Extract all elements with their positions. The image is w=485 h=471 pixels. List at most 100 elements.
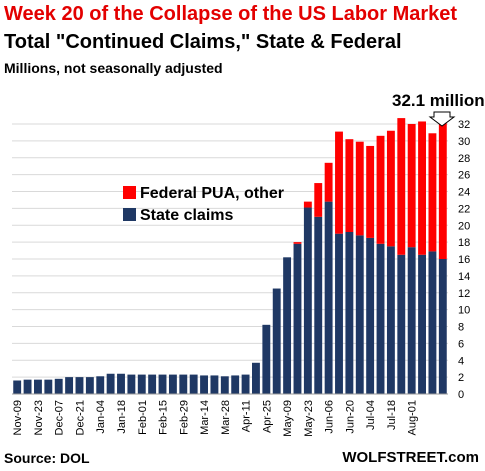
y-tick-label: 16 — [458, 254, 470, 266]
callout-label: 32.1 million — [392, 91, 485, 110]
bar-state — [148, 374, 157, 394]
source-note: Source: DOL — [4, 450, 90, 466]
x-tick-label: Feb-29 — [178, 400, 190, 435]
bar-state — [324, 201, 333, 394]
x-tick-label: Mar-28 — [220, 400, 232, 435]
y-tick-label: 22 — [458, 203, 470, 215]
bar-state — [158, 374, 167, 394]
y-tick-label: 8 — [458, 322, 464, 334]
chart-subtitle: Total "Continued Claims," State & Federa… — [4, 31, 402, 53]
bar-state — [397, 254, 406, 394]
x-tick-label: May-09 — [282, 400, 294, 437]
bar-state — [106, 373, 115, 394]
y-tick-label: 18 — [458, 237, 470, 249]
x-tick-label: May-23 — [303, 400, 315, 437]
y-tick-label: 10 — [458, 305, 470, 317]
bar-state — [355, 235, 364, 394]
bar-state — [283, 257, 292, 394]
x-tick-label: Mar-14 — [199, 400, 211, 435]
bar-state — [428, 251, 437, 394]
bar-federal — [438, 123, 447, 259]
y-tick-label: 28 — [458, 153, 470, 165]
legend-swatch-state — [123, 208, 136, 221]
x-tick-label: Jul-18 — [386, 400, 398, 430]
bars — [13, 118, 447, 394]
bar-state — [386, 246, 395, 394]
bar-federal — [376, 135, 385, 244]
bar-state — [252, 362, 260, 394]
bar-federal — [345, 139, 354, 232]
x-tick-label: Jun-20 — [344, 400, 356, 434]
bar-federal — [314, 183, 323, 217]
legend-swatch-federal — [123, 186, 136, 199]
x-tick-label: Dec-21 — [74, 400, 86, 435]
x-tick-label: Apr-11 — [241, 400, 253, 432]
bar-state — [272, 288, 281, 394]
chart-title: Week 20 of the Collapse of the US Labor … — [4, 3, 458, 25]
y-tick-label: 30 — [458, 136, 470, 148]
bar-state — [345, 232, 354, 394]
callout: 32.1 million — [392, 91, 485, 127]
bar-state — [75, 377, 84, 394]
brand-logo-text: WOLFSTREET.com — [342, 449, 479, 466]
x-tick-label: Jan-04 — [95, 400, 107, 434]
x-tick-label: Jul-04 — [365, 400, 377, 430]
bar-state — [189, 374, 198, 394]
y-tick-label: 14 — [458, 271, 470, 283]
x-tick-label: Feb-15 — [158, 400, 170, 435]
down-arrow-icon — [428, 111, 456, 127]
bar-federal — [335, 131, 343, 234]
units-note: Millions, not seasonally adjusted — [4, 60, 223, 76]
x-axis: Nov-09 Nov-23 Dec-07 Dec-21 Jan-04 Jan-18 Feb-… — [12, 393, 448, 437]
bar-state — [23, 379, 32, 394]
y-tick-label: 20 — [458, 220, 470, 232]
bar-state — [54, 378, 63, 394]
bar-state — [137, 374, 146, 394]
x-tick-label: Dec-07 — [54, 400, 66, 435]
y-tick-label: 26 — [458, 170, 470, 182]
bar-state — [314, 216, 323, 394]
bar-state — [44, 379, 53, 394]
bar-state — [65, 377, 74, 394]
bar-state — [335, 233, 343, 394]
legend: Federal PUA, other State claims — [123, 185, 284, 224]
bar-state — [407, 247, 416, 394]
y-tick-label: 6 — [458, 338, 464, 350]
bar-federal — [407, 124, 416, 248]
bar-state — [241, 374, 250, 394]
bar-state — [438, 259, 447, 394]
bar-federal — [366, 145, 375, 238]
y-tick-label: 4 — [458, 355, 464, 367]
legend-label-federal: Federal PUA, other — [140, 185, 284, 202]
y-tick-label: 12 — [458, 288, 470, 300]
bar-state — [210, 375, 219, 394]
bar-state — [220, 376, 229, 394]
bar-federal — [418, 121, 426, 255]
x-tick-label: Jan-18 — [116, 400, 128, 434]
x-tick-label: Aug-01 — [407, 400, 419, 435]
x-tick-label: Jun-06 — [324, 400, 336, 434]
bar-state — [96, 376, 105, 394]
bar-federal — [303, 201, 312, 208]
legend-label-state: State claims — [140, 207, 233, 224]
y-tick-label: 24 — [458, 187, 470, 199]
bar-federal — [397, 118, 406, 255]
bar-state — [34, 379, 42, 394]
bar-state — [168, 374, 177, 394]
bar-federal — [293, 242, 302, 244]
x-tick-label: Apr-25 — [261, 400, 273, 433]
bar-state — [127, 374, 136, 394]
bar-state — [418, 254, 426, 394]
bar-state — [303, 207, 312, 394]
bar-federal — [386, 130, 395, 247]
x-tick-label: Nov-09 — [12, 400, 24, 435]
bar-state — [85, 377, 94, 394]
x-tick-label: Nov-23 — [33, 400, 45, 435]
bar-federal — [428, 133, 437, 252]
bar-state — [366, 237, 375, 394]
bar-state — [293, 243, 302, 394]
bar-state — [376, 243, 385, 394]
x-tick-label: Feb-01 — [137, 400, 149, 435]
